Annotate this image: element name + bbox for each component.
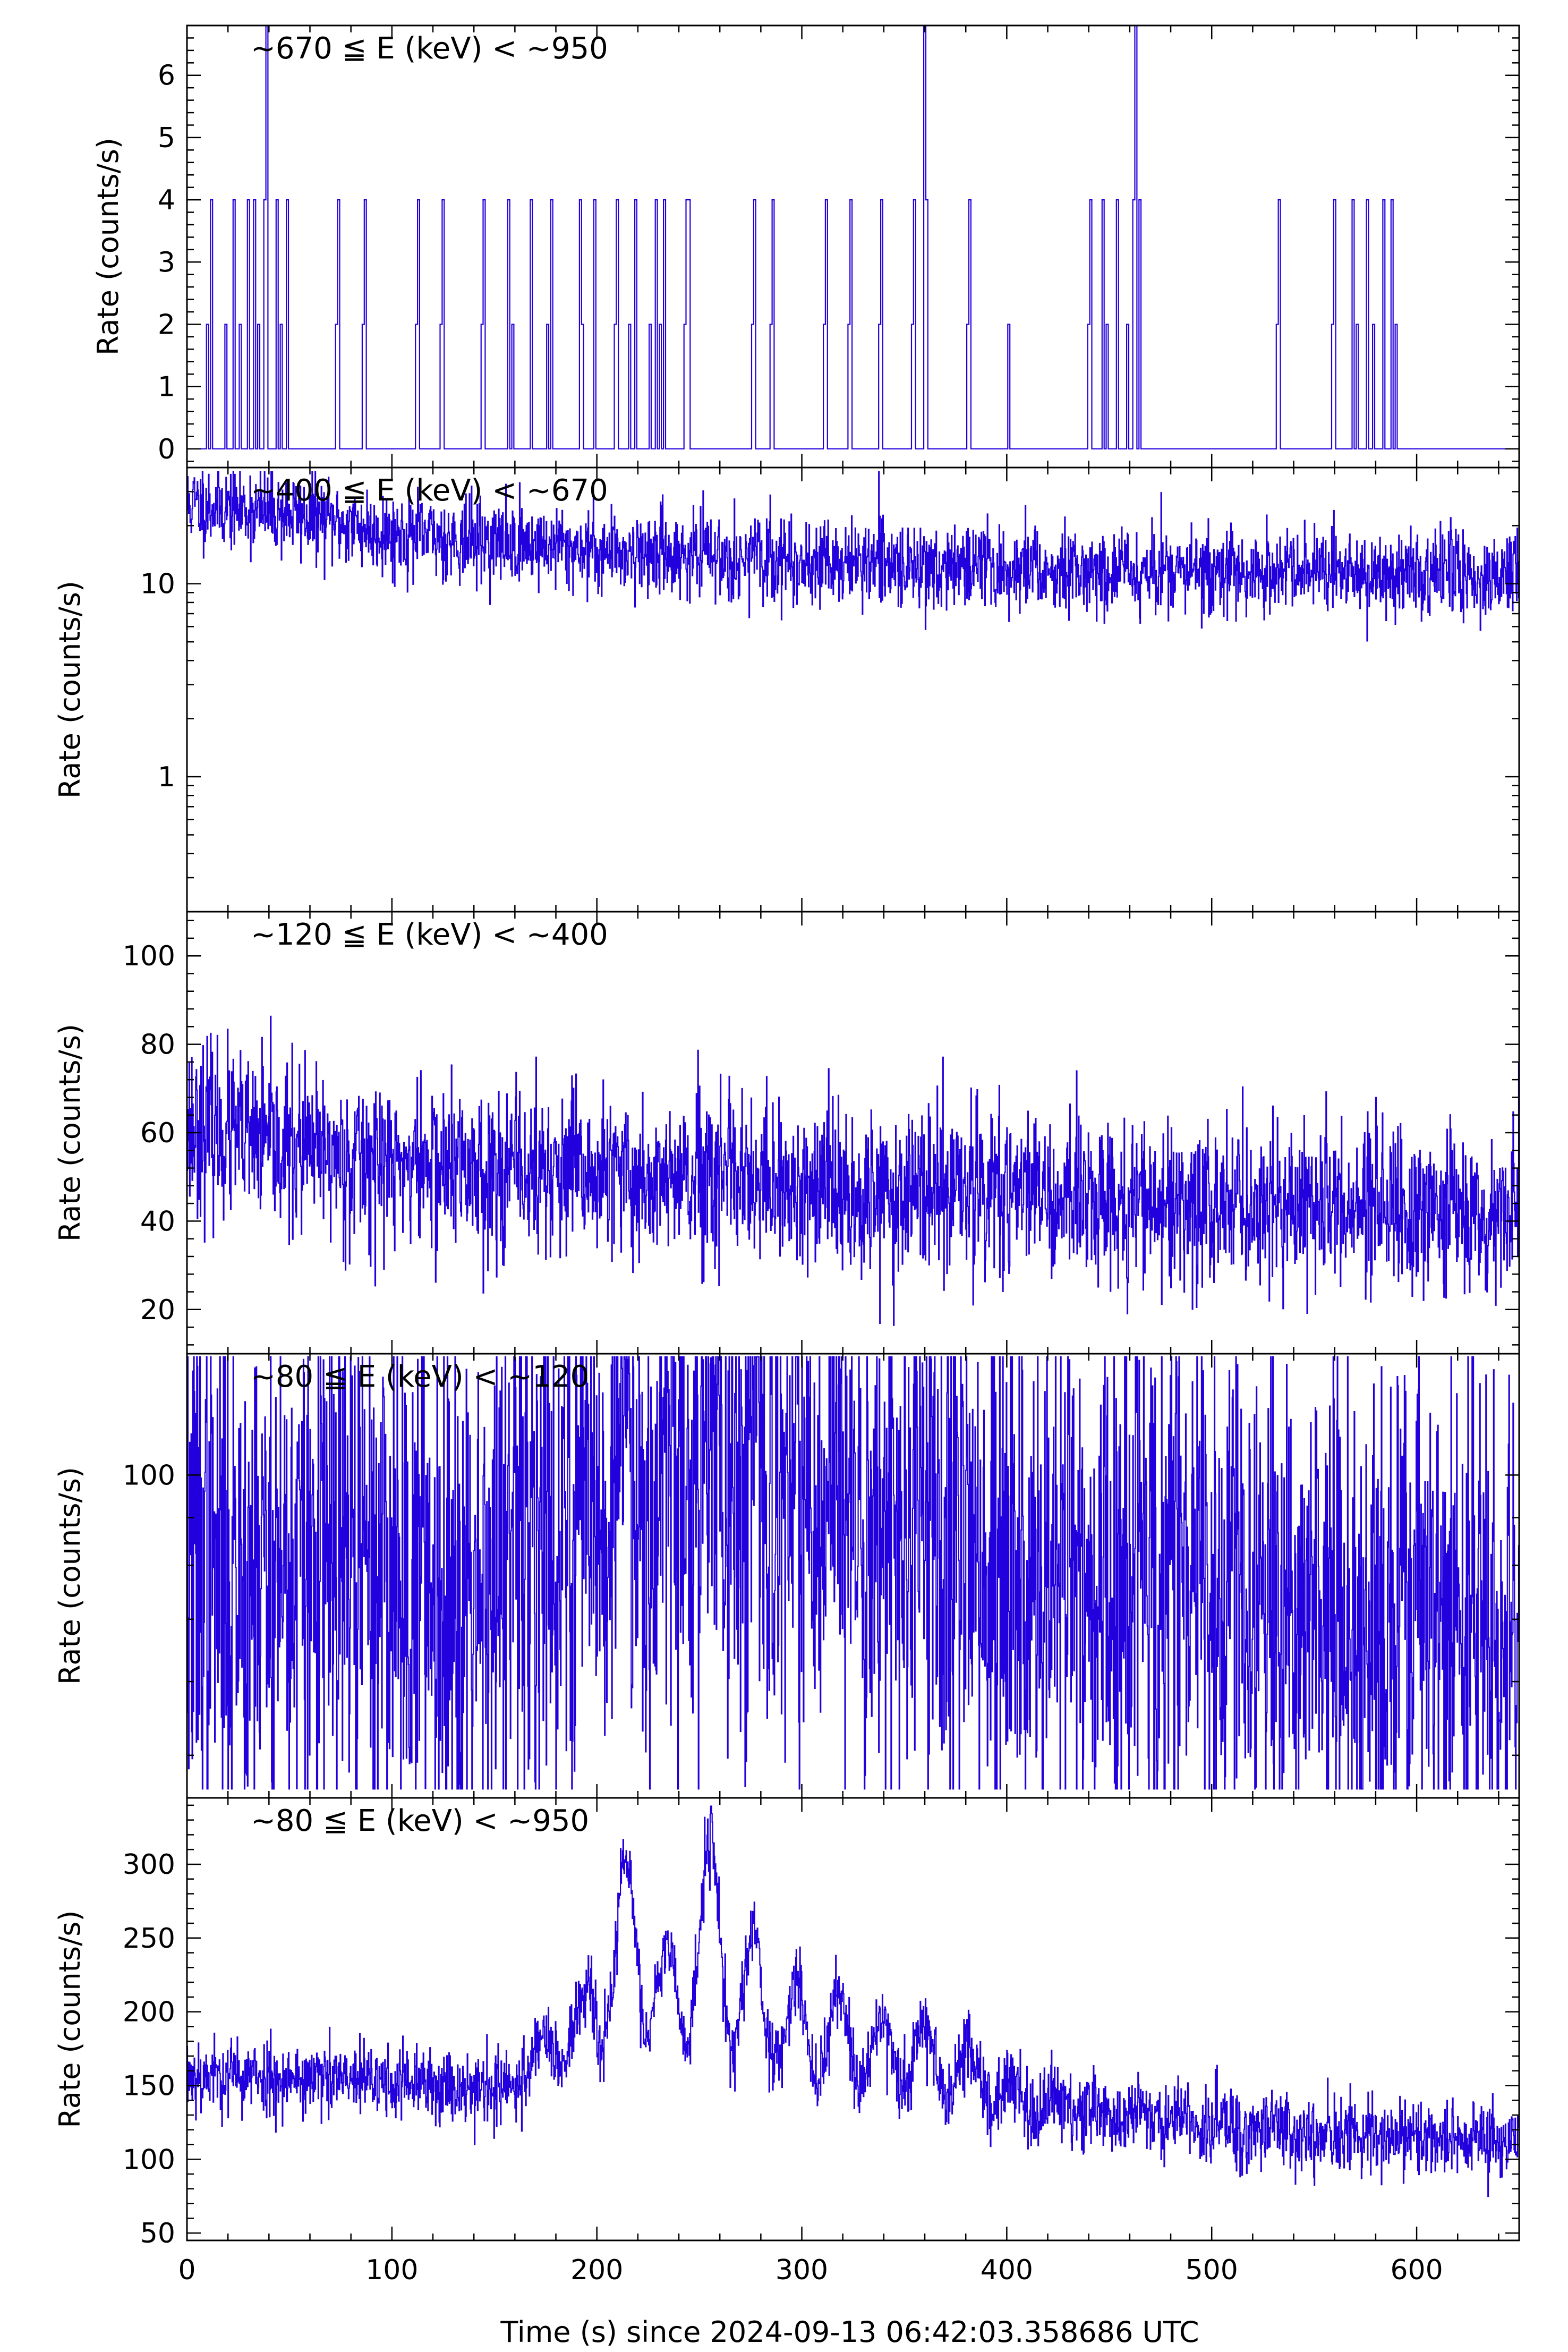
y-tick-label: 150 [123,2070,175,2102]
y-tick-label: 1 [158,371,175,403]
x-tick-label: 0 [178,2254,195,2286]
x-tick-label: 200 [570,2254,623,2286]
panel-energy-range-label: ~400 ≦ E (keV) < ~670 [251,473,608,508]
y-tick-label: 3 [158,247,175,278]
y-axis-label: Rate (counts/s) [53,581,87,799]
x-tick-label: 600 [1390,2254,1443,2286]
chart-panel-3: 20 40 60 80 100 Rate (counts/s) ~120 ≦ E (keV)… [53,911,1520,1355]
y-tick-label: 80 [140,1029,175,1061]
y-tick-label: 200 [123,1997,175,2028]
x-tick-label: 400 [981,2254,1033,2286]
y-tick-label: 6 [158,60,175,92]
lightcurve-series-4 [186,1356,1520,1790]
y-tick-label: 100 [123,1459,175,1491]
y-tick-label: 60 [140,1117,175,1149]
y-axis-label: Rate (counts/s) [53,1024,87,1242]
y-axis-label: Rate (counts/s) [53,1911,87,2128]
panel-energy-range-label: ~120 ≦ E (keV) < ~400 [251,918,608,952]
lightcurve-series-5 [186,1805,1520,2197]
plot-frame [186,24,1520,469]
y-tick-label: 300 [123,1849,175,1881]
y-tick-label: 250 [123,1923,175,1955]
y-tick-label: 50 [140,2218,175,2249]
lightcurve-series-1 [187,24,1519,449]
y-axis-label: Rate (counts/s) [91,138,125,355]
chart-panel-2: 1 10 Rate (counts/s) ~400 ≦ E (keV) < ~670 [53,466,1520,913]
y-tick-label: 5 [158,122,175,154]
panel-energy-range-label: ~670 ≦ E (keV) < ~950 [251,31,608,66]
y-tick-label: 100 [123,940,175,972]
chart-panel-4: 100 Rate (counts/s) ~80 ≦ E (keV) < ~120 [53,1353,1520,1799]
x-tick-label: 500 [1186,2254,1238,2286]
lightcurve-series-3 [186,1015,1520,1326]
y-tick-label: 40 [140,1205,175,1237]
lightcurve-series-2 [186,471,1520,642]
x-tick-label: 100 [365,2254,418,2286]
panel-energy-range-label: ~80 ≦ E (keV) < ~950 [251,1804,589,1838]
y-tick-label: 100 [123,2144,175,2176]
chart-panel-1: 0 1 2 3 4 5 6 Rate (counts/s) ~670 ≦ E (keV) < ~… [91,24,1520,469]
y-tick-label: 20 [140,1294,175,1326]
y-tick-label: 0 [158,434,175,465]
panel-energy-range-label: ~80 ≦ E (keV) < ~120 [251,1360,589,1394]
y-tick-label: 2 [158,309,175,341]
x-tick-label: 300 [776,2254,828,2286]
x-axis-label: Time (s) since 2024-09-13 06:42:03.35868… [500,2315,1199,2349]
y-tick-label: 4 [158,184,175,216]
chart-panel-5: 50 100 150 200 250 300 Rate (counts/s) ~80 ≦ E … [53,1797,1520,2249]
plot-frame [186,1797,1520,2241]
y-axis-label: Rate (counts/s) [53,1467,87,1685]
y-tick-label: 10 [140,568,175,600]
x-axis-ticks: 0 100 200 300 400 500 600 [178,2254,1443,2286]
y-tick-label: 1 [158,761,175,793]
